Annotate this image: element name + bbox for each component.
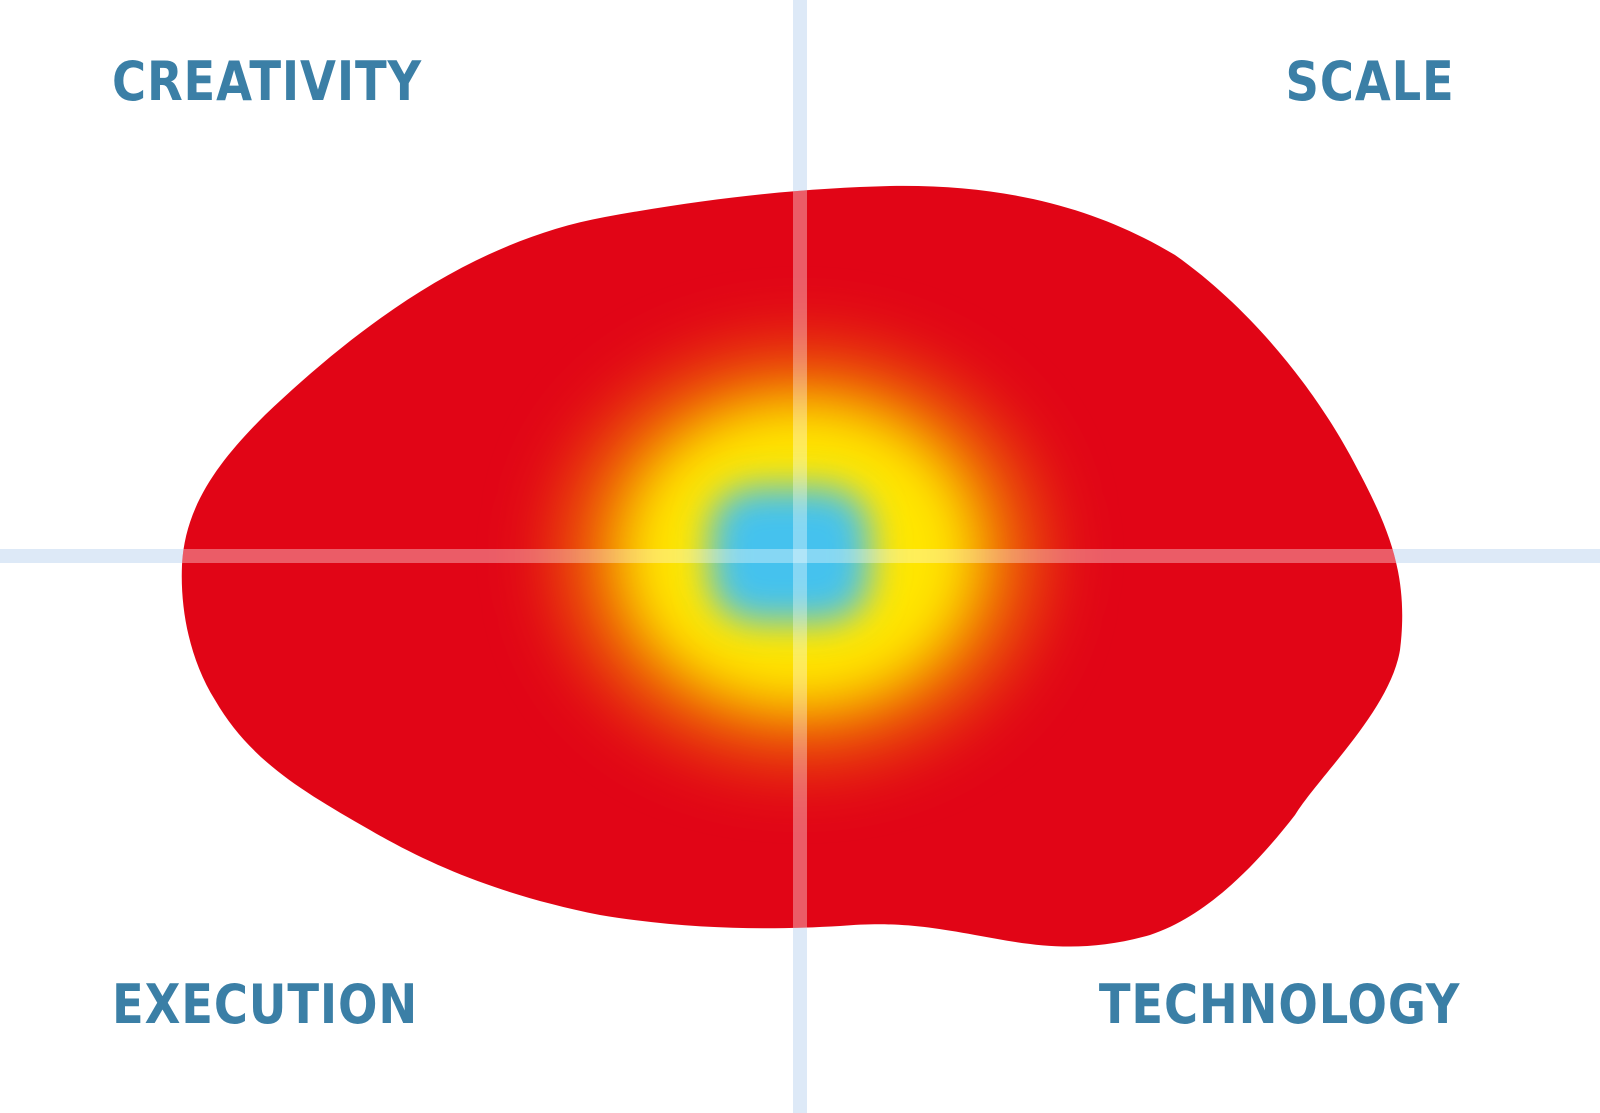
label-technology: TECHNOLOGY	[1098, 973, 1460, 1036]
horizontal-axis-overlay	[181, 549, 1403, 563]
label-scale: SCALE	[1285, 50, 1455, 113]
vertical-axis-overlay	[793, 185, 807, 947]
blue-core	[710, 487, 870, 622]
label-execution: EXECUTION	[112, 973, 419, 1036]
label-creativity: CREATIVITY	[112, 50, 422, 113]
